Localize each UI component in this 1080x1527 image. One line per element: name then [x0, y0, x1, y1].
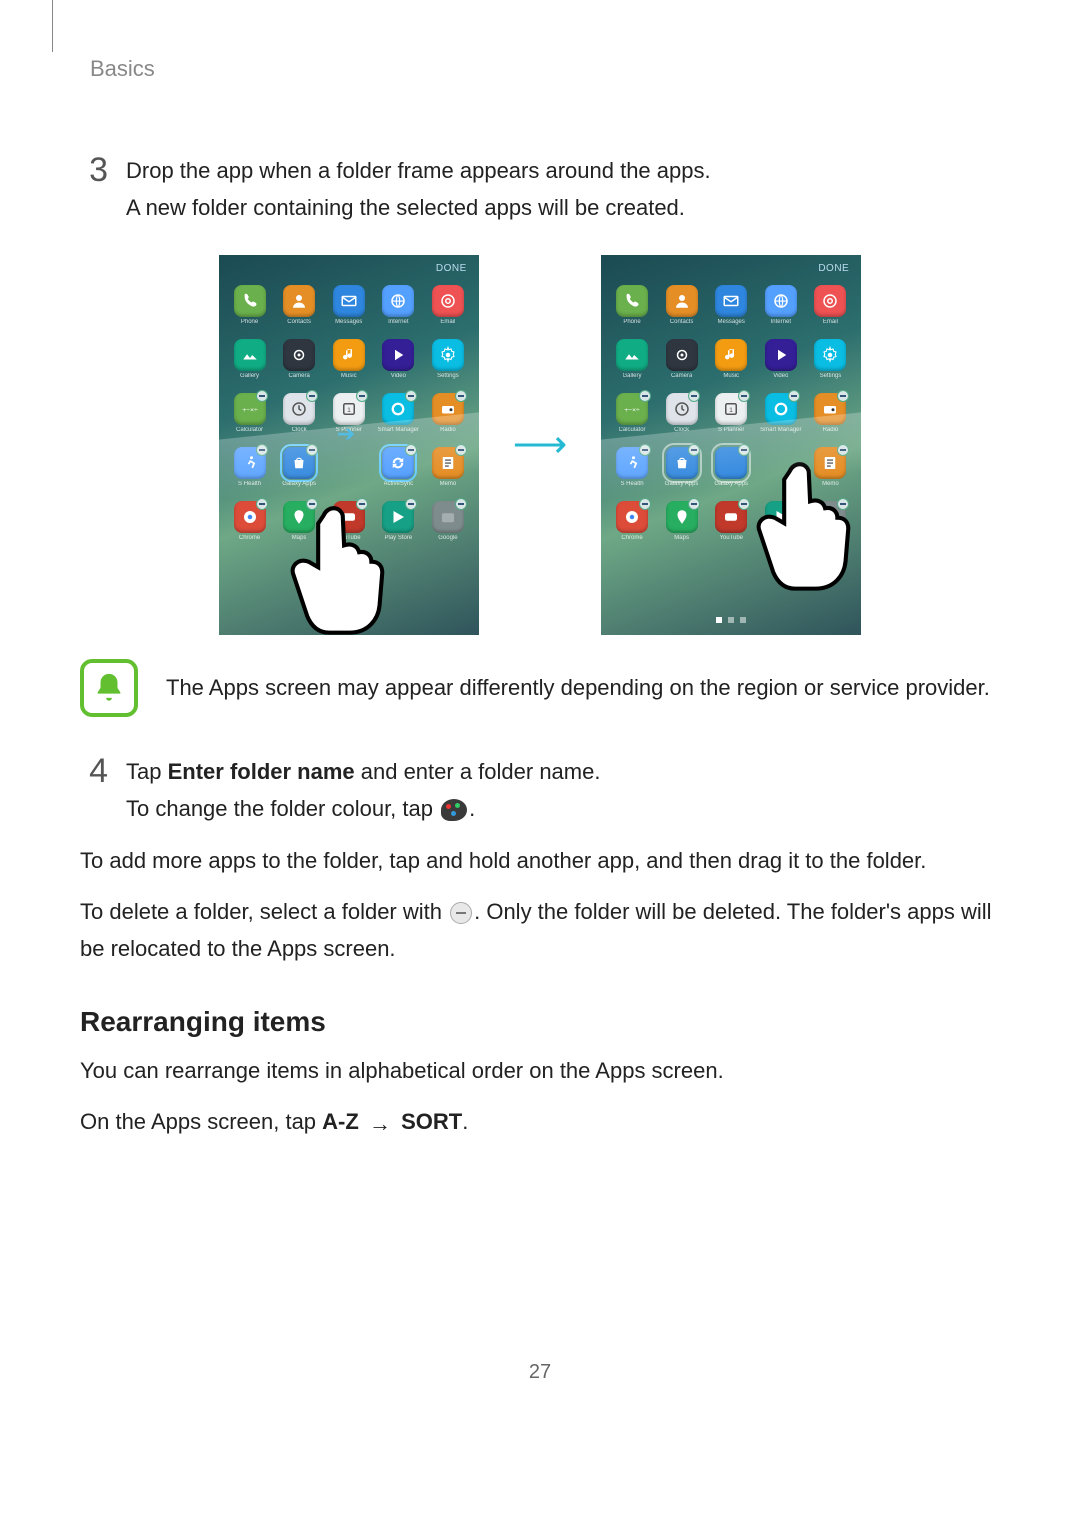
app-icon: Phone: [227, 285, 273, 331]
step-4-body: Tap Enter folder name and enter a folder…: [126, 753, 1000, 828]
section-header: Basics: [90, 56, 1080, 82]
done-label: DONE: [818, 263, 849, 274]
app-icon: Gallery: [609, 339, 655, 385]
hand-pointer-icon-before: [285, 499, 395, 635]
svg-text:1: 1: [347, 407, 351, 414]
drag-arrow-icon: ➔: [337, 421, 355, 447]
app-icon: Camera: [659, 339, 705, 385]
app-icon: S Health: [227, 447, 273, 493]
minus-circle-icon: [450, 902, 472, 924]
app-icon: Music: [708, 339, 754, 385]
app-icon: ActiveSync: [376, 447, 422, 493]
step-3-line-1: Drop the app when a folder frame appears…: [126, 152, 1000, 189]
app-icon: Settings: [808, 339, 854, 385]
delete-folder-paragraph: To delete a folder, select a folder with…: [80, 893, 1000, 968]
rearranging-p2: On the Apps screen, tap A-Z → SORT.: [80, 1103, 1000, 1140]
app-icon: Galaxy Apps: [276, 447, 322, 493]
svg-text:1: 1: [729, 407, 733, 414]
app-icon: Clock: [276, 393, 322, 439]
page-number: 27: [0, 1361, 1080, 1424]
app-icon: 1S Planner: [326, 393, 372, 439]
note-bell-icon: [80, 659, 138, 717]
folder-creation-figure: DONE PhoneContactsMessagesInternetEmailG…: [80, 255, 1000, 635]
app-icon: Email: [808, 285, 854, 331]
app-icon: Settings: [425, 339, 471, 385]
app-icon: Galaxy Apps: [708, 447, 754, 493]
app-icon: Video: [758, 339, 804, 385]
hand-pointer-icon-after: [751, 455, 861, 605]
app-icon: Camera: [276, 339, 322, 385]
app-icon: Messages: [326, 285, 372, 331]
rearranging-p1: You can rearrange items in alphabetical …: [80, 1052, 1000, 1089]
step-number-4: 4: [80, 753, 108, 828]
app-icon: Email: [425, 285, 471, 331]
done-label: DONE: [436, 263, 467, 274]
app-icon: Radio: [808, 393, 854, 439]
svg-text:+−×÷: +−×÷: [242, 407, 258, 414]
note-text: The Apps screen may appear differently d…: [166, 670, 990, 705]
app-icon: Contacts: [659, 285, 705, 331]
app-icon: Chrome: [227, 501, 273, 547]
step-4-line-1: Tap Enter folder name and enter a folder…: [126, 753, 1000, 790]
step-3-body: Drop the app when a folder frame appears…: [126, 152, 1000, 227]
phone-before: DONE PhoneContactsMessagesInternetEmail G…: [219, 255, 479, 635]
app-icon: +−×÷Calculator: [609, 393, 655, 439]
rearranging-heading: Rearranging items: [80, 1006, 1000, 1038]
app-icon: Smart Manager: [376, 393, 422, 439]
app-icon: Maps: [659, 501, 705, 547]
app-icon: Internet: [758, 285, 804, 331]
app-icon: Gallery: [227, 339, 273, 385]
transition-arrow-icon: ⟶: [513, 422, 567, 467]
phone-after: DONE PhoneContactsMessagesInternetEmail G…: [601, 255, 861, 635]
app-icon: Internet: [376, 285, 422, 331]
app-icon: Chrome: [609, 501, 655, 547]
app-icon: S Health: [609, 447, 655, 493]
app-icon: YouTube: [708, 501, 754, 547]
step-4-line-2: To change the folder colour, tap .: [126, 790, 1000, 827]
app-icon: Messages: [708, 285, 754, 331]
app-icon: +−×÷Calculator: [227, 393, 273, 439]
app-icon: Smart Manager: [758, 393, 804, 439]
page-indicator: [601, 617, 861, 623]
app-icon: Google: [425, 501, 471, 547]
app-icon: Video: [376, 339, 422, 385]
add-apps-paragraph: To add more apps to the folder, tap and …: [80, 842, 1000, 879]
app-icon: Contacts: [276, 285, 322, 331]
svg-text:+−×÷: +−×÷: [624, 407, 640, 414]
app-icon: 1S Planner: [708, 393, 754, 439]
app-icon: Clock: [659, 393, 705, 439]
step-number-3: 3: [80, 152, 108, 227]
app-icon: Music: [326, 339, 372, 385]
palette-icon: [441, 799, 467, 821]
app-icon: Phone: [609, 285, 655, 331]
app-icon: Radio: [425, 393, 471, 439]
arrow-right-icon: →: [369, 1105, 391, 1142]
app-icon: Memo: [425, 447, 471, 493]
app-icon: Galaxy Apps: [659, 447, 705, 493]
step-3-line-2: A new folder containing the selected app…: [126, 189, 1000, 226]
